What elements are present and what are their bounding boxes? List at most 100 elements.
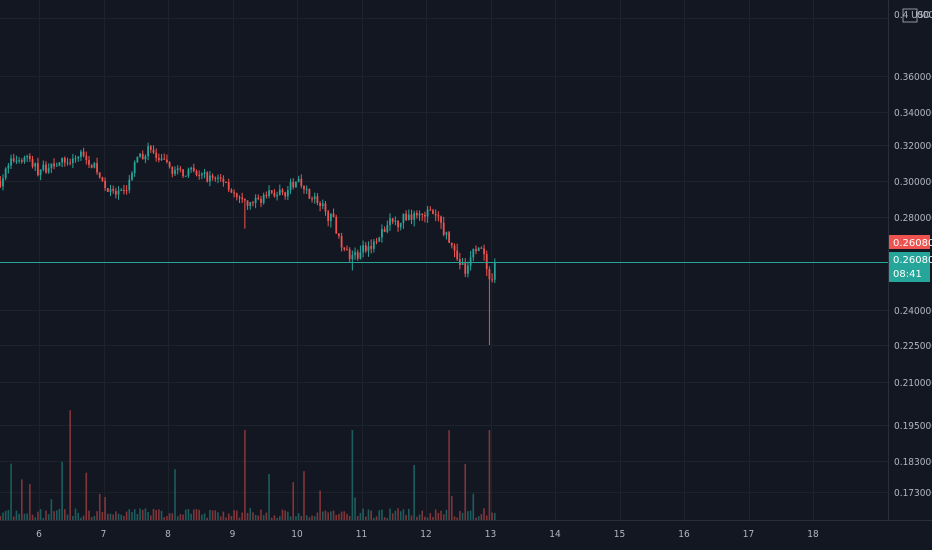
volume-bar [257,515,260,520]
candle [66,157,69,166]
volume-bar [198,509,200,520]
volume-bar [303,471,305,520]
volume-bar [381,509,383,520]
candle [20,158,23,164]
candle [362,240,365,258]
candle [402,213,405,229]
volume-bar [31,514,34,520]
volume-bar [133,509,136,520]
volume-bar [459,510,461,520]
candle [308,188,311,200]
candle [200,172,203,180]
candle [219,174,222,182]
candle [281,188,284,196]
volume-bar [246,512,249,520]
candle [31,155,34,169]
volume-bar [456,517,458,520]
candle [214,176,217,182]
candle [128,175,131,194]
volume-bar [494,513,496,520]
volume-bar [160,510,163,520]
candle [93,162,96,169]
candle [472,248,475,262]
candle [12,153,15,163]
candle [383,226,386,233]
volume-bar [440,510,442,520]
volume-bar [416,516,418,520]
candle [273,189,276,198]
volume-bar [34,517,37,520]
volume-bar [356,515,359,520]
volume-bar [378,510,381,520]
volume-bar [88,510,90,520]
candle [34,162,37,172]
volume-bar [386,517,389,520]
volume-bar [90,517,93,520]
candle [69,158,72,166]
candle [82,147,85,158]
candle [456,243,459,262]
candle [338,233,340,239]
volume-bar [413,464,415,520]
candle [434,209,437,222]
volume-bar [394,510,397,520]
candle [47,163,50,174]
candle [45,161,47,174]
candle [321,199,324,210]
candle [335,214,338,234]
volume-bars [0,410,496,520]
volume-bar [233,510,235,520]
volume-bar [182,514,184,520]
volume-bar [437,512,440,520]
volume-bar [80,517,82,520]
candle [480,246,483,249]
volume-bar [324,510,327,520]
candle [265,191,268,199]
candle [316,193,319,206]
volume-bar [109,513,112,520]
price-axis[interactable]: 0.36000000 0.34000000 0.32000000 0.30000000… [888,0,932,520]
candle [464,258,467,278]
candle [98,172,101,179]
candle [469,250,472,271]
volume-bar [319,490,321,520]
currency-label[interactable]: 0.4 USD [894,10,930,21]
time-axis[interactable]: 6 7 8 9 10 11 12 13 14 15 16 17 18 [0,520,932,541]
candle [152,145,155,154]
candle [206,171,209,183]
candle [359,245,362,260]
volume-bar [335,514,338,520]
volume-bar [123,515,125,520]
volume-bar [21,479,23,520]
currency-extra: 000 [917,10,932,21]
candle [23,155,26,164]
candle [222,175,225,187]
candle [485,250,488,277]
volume-bar [107,513,109,520]
candle [144,154,147,164]
volume-bar [424,516,426,520]
volume-bar [190,513,192,520]
price-tag-current: 0.26080901 08:41 [889,252,932,282]
volume-bar [405,515,407,520]
volume-bar [421,510,424,520]
volume-bar [214,510,217,520]
volume-bar [252,512,254,520]
candle [77,156,80,162]
volume-bar [488,430,491,520]
volume-bar [0,515,2,520]
candle [340,232,343,252]
candle [477,247,480,252]
volume-bar [163,517,166,520]
volume-bar [276,517,278,520]
volume-bar [10,463,12,520]
candle [297,175,300,183]
volume-bar [249,508,252,520]
candle [131,171,133,181]
candle [356,249,359,261]
candle [184,175,187,177]
candle [453,243,456,258]
candle [346,245,348,251]
